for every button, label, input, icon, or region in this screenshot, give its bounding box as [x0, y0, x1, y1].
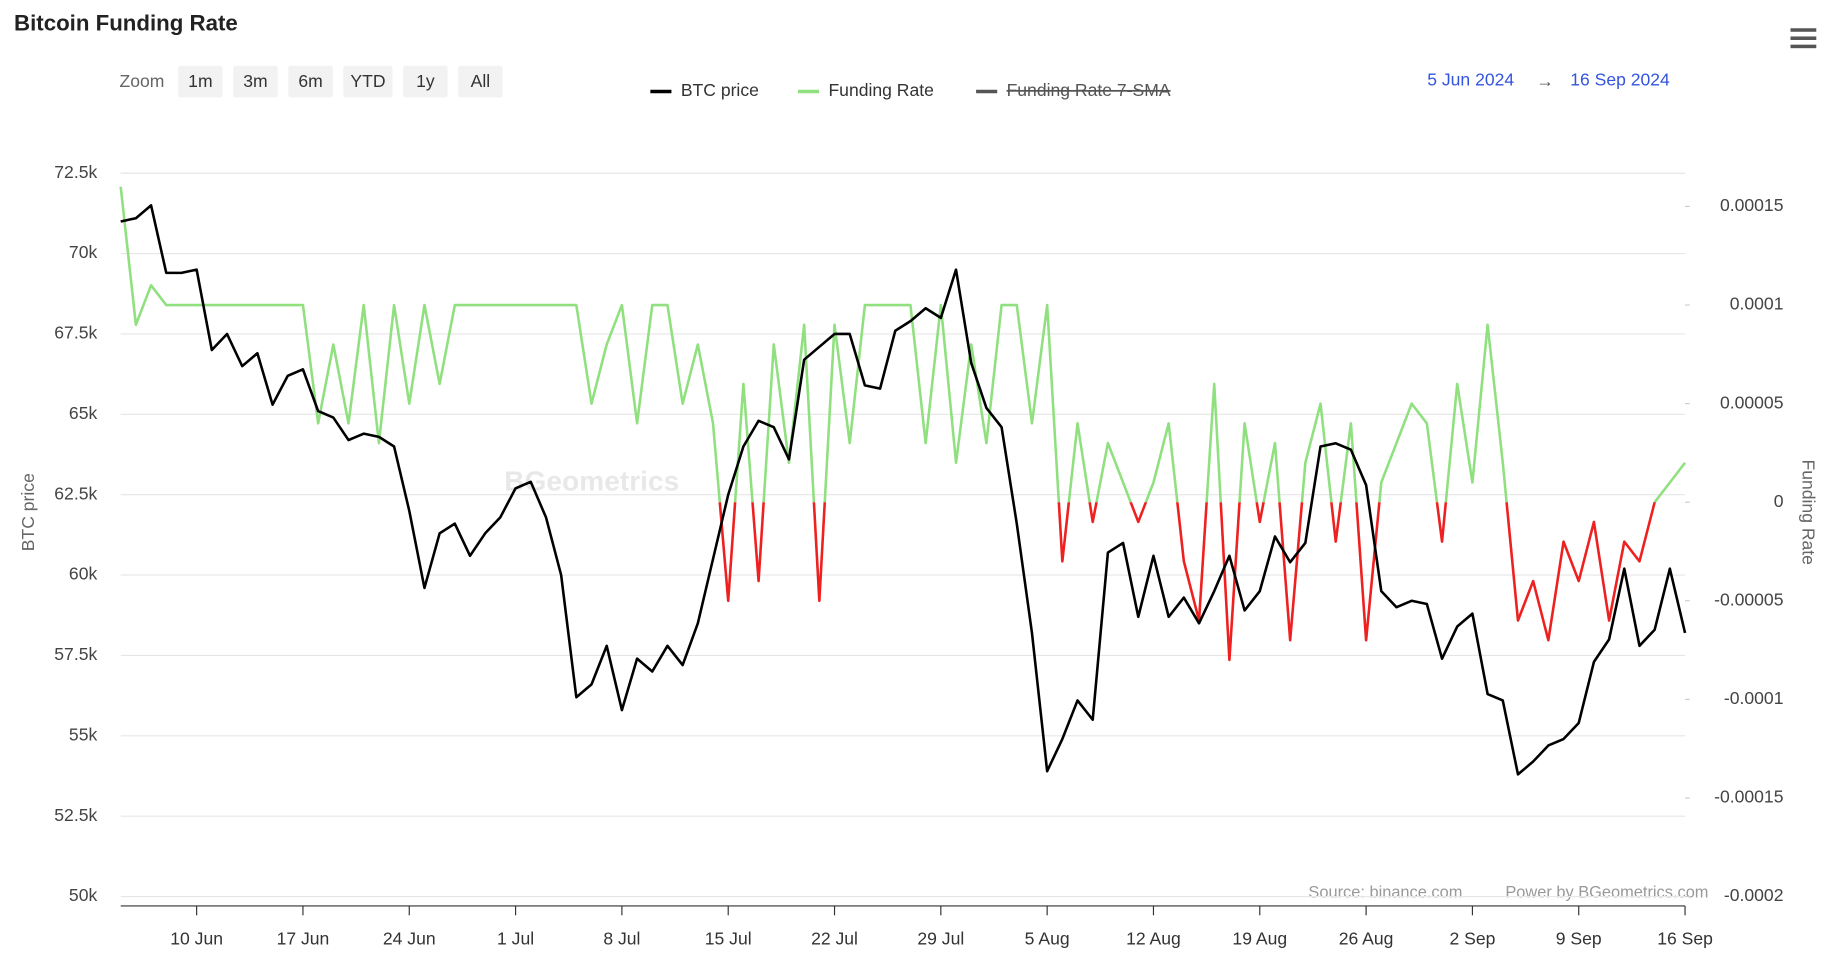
range-from: 5 Jun 2024	[1427, 70, 1514, 90]
y2-tick-label: 0	[1774, 491, 1784, 511]
zoom-button-label: 3m	[243, 71, 267, 91]
source: Source: binance.com	[1308, 883, 1462, 901]
x-tick-label: 8 Jul	[603, 929, 640, 949]
zoom-label: Zoom	[120, 71, 165, 91]
zoom-button-bg	[288, 65, 333, 98]
x-tick-label: 2 Sep	[1449, 929, 1495, 949]
y2-tick-label: -0.00015	[1714, 787, 1784, 807]
y-axis-title: BTC price	[18, 473, 38, 551]
y-tick-label: 60k	[69, 564, 98, 584]
x-tick-label: 5 Aug	[1025, 929, 1070, 949]
y-tick-label: 72.5k	[54, 162, 97, 182]
y-tick-label: 65k	[69, 403, 98, 423]
x-tick-label: 1 Jul	[497, 929, 534, 949]
y-tick-label: 67.5k	[54, 323, 97, 343]
x-tick-label: 24 Jun	[383, 929, 436, 949]
y2-tick-label: 0.00015	[1720, 195, 1784, 215]
y-tick-label: 52.5k	[54, 805, 97, 825]
y2-tick-label: -0.0002	[1724, 885, 1784, 905]
x-tick-label: 19 Aug	[1232, 929, 1287, 949]
zoom-button-bg	[343, 65, 393, 98]
price-line	[120, 204, 1687, 776]
y2-axis-title: Funding Rate	[1798, 459, 1818, 564]
zoom-button-bg	[458, 65, 503, 98]
x-tick-label: 12 Aug	[1126, 929, 1181, 949]
range-to: 16 Sep 2024	[1570, 70, 1670, 90]
zoom-button-bg	[403, 65, 448, 98]
x-tick-label: 29 Jul	[917, 929, 964, 949]
x-tick-label: 10 Jun	[170, 929, 223, 949]
zoom-button-label: YTD	[350, 71, 385, 91]
y2-tick-label: -0.00005	[1714, 589, 1784, 609]
y-tick-label: 70k	[69, 242, 98, 262]
zoom-button[interactable]: 1y	[403, 65, 448, 98]
legend-label: Funding Rate	[828, 80, 933, 100]
x-tick-label: 26 Aug	[1339, 929, 1394, 949]
zoom-button[interactable]: 3m	[233, 65, 278, 98]
credit: Power by BGeometrics.com	[1505, 883, 1708, 901]
x-tick-label: 9 Sep	[1556, 929, 1602, 949]
zoom-button[interactable]: All	[458, 65, 503, 98]
y-tick-label: 62.5k	[54, 483, 97, 503]
range-arrow: →	[1536, 71, 1554, 91]
y2-tick-label: -0.0001	[1724, 688, 1784, 708]
zoom-button-label: All	[471, 71, 491, 91]
zoom-button-label: 1m	[188, 71, 212, 91]
zoom-button-bg	[178, 65, 223, 98]
x-tick-label: 22 Jul	[811, 929, 858, 949]
x-tick-label: 15 Jul	[705, 929, 752, 949]
y2-tick-label: 0.0001	[1730, 294, 1784, 314]
chart-title: Bitcoin Funding Rate	[14, 11, 238, 36]
zoom-button-bg	[233, 65, 278, 98]
legend-label: Funding Rate 7-SMA	[1007, 80, 1171, 100]
legend-label: BTC price	[681, 80, 759, 100]
y2-tick-label: 0.00005	[1720, 392, 1784, 412]
y-tick-label: 55k	[69, 724, 98, 744]
menu-icon[interactable]	[1790, 28, 1817, 49]
funding-line-negative	[718, 502, 1657, 662]
x-tick-label: 16 Sep	[1657, 929, 1713, 949]
y-tick-label: 57.5k	[54, 644, 97, 664]
zoom-button-label: 6m	[298, 71, 322, 91]
zoom-button[interactable]: 1m	[178, 65, 223, 98]
funding-line-positive	[119, 186, 1687, 503]
x-tick-label: 17 Jun	[277, 929, 330, 949]
y-tick-label: 50k	[69, 885, 98, 905]
zoom-button[interactable]: YTD	[343, 65, 393, 98]
zoom-button[interactable]: 6m	[288, 65, 333, 98]
zoom-button-label: 1y	[416, 71, 435, 91]
